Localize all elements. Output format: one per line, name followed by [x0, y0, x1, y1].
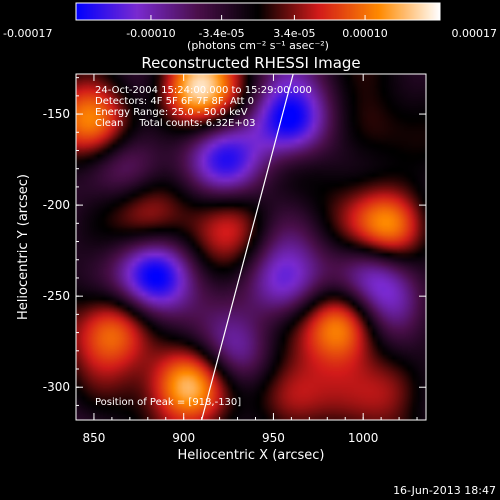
- heatmap-image: [76, 74, 426, 420]
- colorbar-tick-label: 3.4e-05: [273, 27, 315, 40]
- y-tick-label: -150: [43, 107, 70, 121]
- y-tick-label: -250: [43, 289, 70, 303]
- solar-limb-line: [201, 73, 294, 421]
- colorbar-tick-label: -0.00010: [126, 27, 175, 40]
- colorbar-tick-label: -3.4e-05: [198, 27, 244, 40]
- x-tick-label: 850: [82, 431, 105, 445]
- annotation-energy: Energy Range: 25.0 - 50.0 keV: [95, 107, 248, 118]
- y-tick-label: -300: [43, 380, 70, 394]
- x-tick-label: 950: [262, 431, 285, 445]
- x-axis-label: Heliocentric X (arcsec): [178, 448, 325, 463]
- colorbar-gradient: [76, 3, 440, 20]
- colorbar-unit-label: (photons cm⁻² s⁻¹ asec⁻²): [187, 39, 329, 52]
- annotation-detectors: Detectors: 4F 5F 6F 7F 8F, Att 0: [95, 96, 255, 107]
- annotation-clean: Clean Total counts: 6.32E+03: [95, 118, 256, 129]
- y-axis-label: Heliocentric Y (arcsec): [16, 174, 31, 320]
- colorbar-tick-label: 0.00017: [452, 27, 498, 40]
- chart-title: Reconstructed RHESSI Image: [141, 54, 360, 72]
- plot-frame: [75, 73, 427, 421]
- colorbar-tick-label: -0.00017: [3, 27, 52, 40]
- footer-date: 16-Jun-2013 18:47: [393, 484, 496, 497]
- y-tick-label: -200: [43, 198, 70, 212]
- colorbar-tick-label: 0.00010: [342, 27, 388, 40]
- plot-image-area: [76, 74, 426, 420]
- annotation-time: 24-Oct-2004 15:24:00.000 to 15:29:00.000: [95, 85, 312, 96]
- annotation-peak: Position of Peak = [918,-130]: [95, 397, 242, 408]
- colorbar-frame: [75, 2, 441, 21]
- x-tick-label: 1000: [348, 431, 379, 445]
- x-tick-label: 900: [172, 431, 195, 445]
- colorbar: [76, 3, 440, 20]
